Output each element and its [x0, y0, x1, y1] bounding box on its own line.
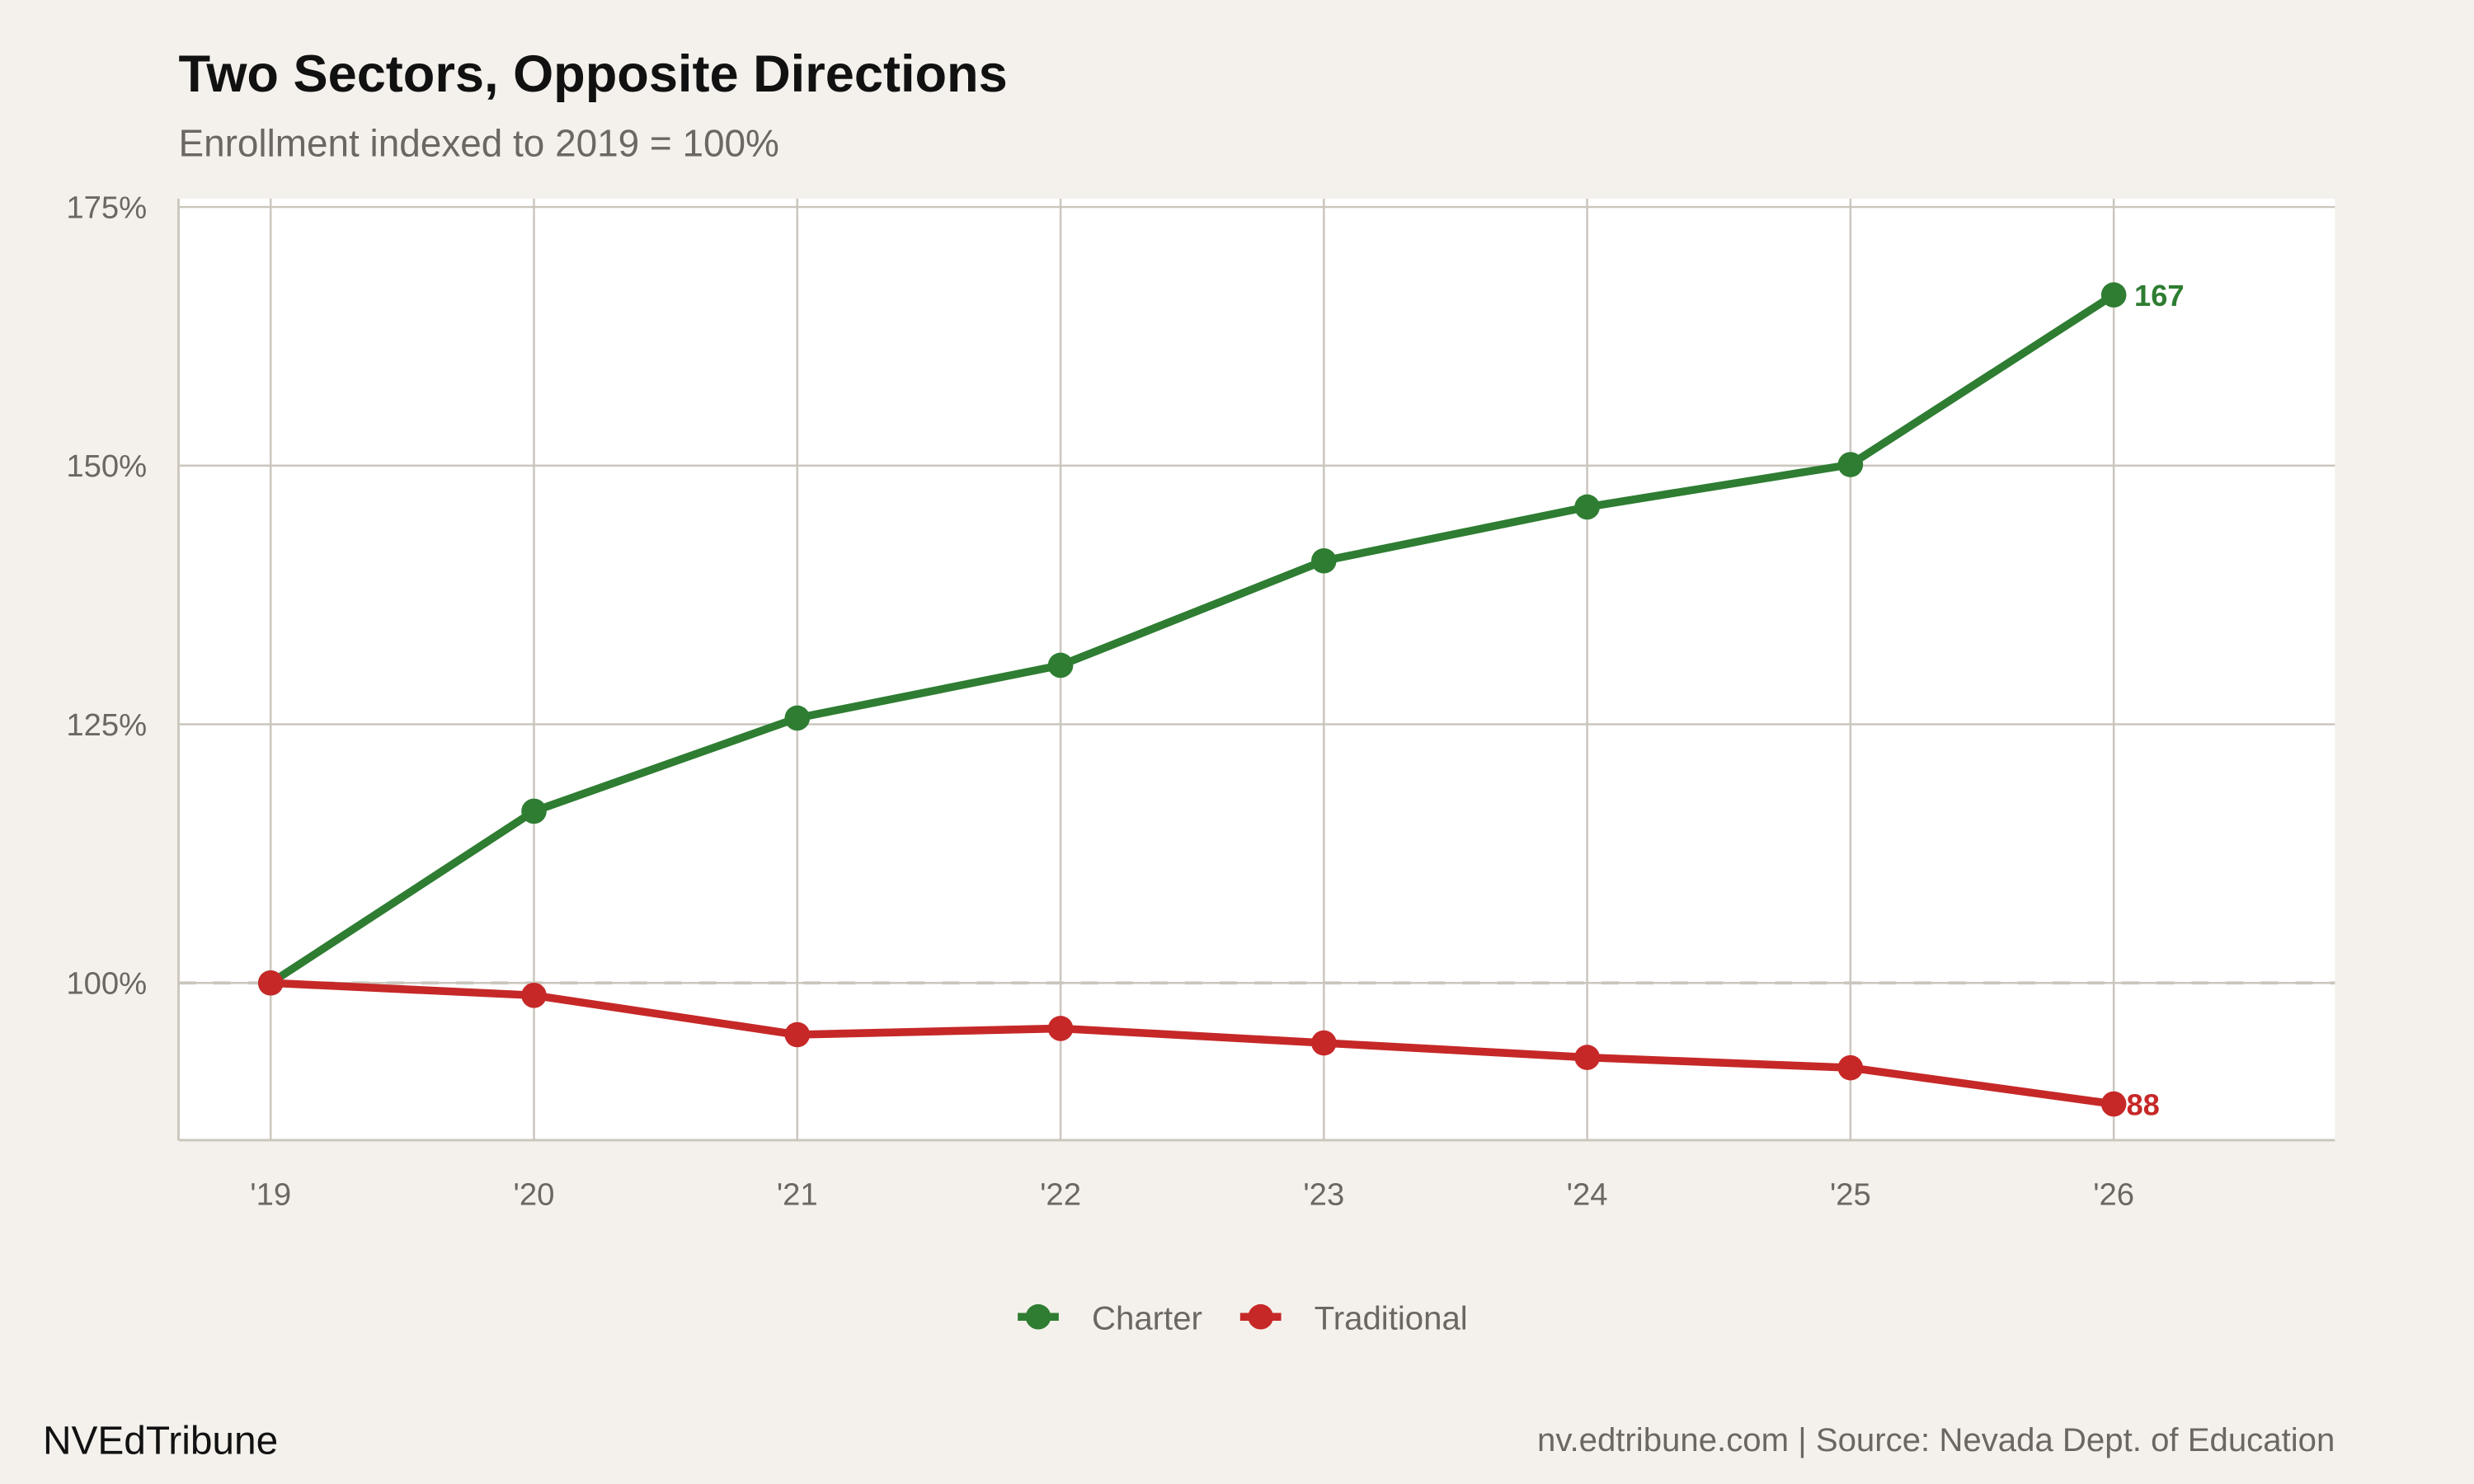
x-tick-label: '24 [1567, 1176, 1608, 1212]
x-axis: '19 '20 '21 '22 '23 '24 '25 '26 [178, 1139, 2335, 1212]
legend-marker [1025, 1303, 1051, 1330]
charter-point [1837, 452, 1864, 477]
traditional-point [1311, 1030, 1337, 1056]
legend-item-traditional: Traditional [1239, 1300, 1468, 1337]
charter-end-label: 167 [2134, 279, 2185, 312]
charter-point [1047, 652, 1074, 679]
traditional-point [1837, 1054, 1864, 1081]
traditional-point [521, 983, 547, 1008]
legend-item-charter: Charter [1018, 1300, 1202, 1337]
x-tick-label: '26 [2093, 1176, 2134, 1212]
traditional-line [270, 979, 2114, 1108]
y-tick-label: 150% [66, 448, 147, 484]
legend-label: Charter [1092, 1300, 1202, 1337]
x-tick-label: '22 [1040, 1176, 1081, 1212]
charter-point [2100, 282, 2127, 308]
x-tick-label: '19 [250, 1176, 291, 1212]
series-layer: 167 88 [257, 279, 2185, 1121]
x-tick-label: '23 [1303, 1176, 1344, 1212]
traditional-point [784, 1021, 811, 1048]
traditional-point [2100, 1091, 2127, 1117]
charter-point [1311, 547, 1337, 574]
y-tick-label: 125% [66, 707, 147, 743]
traditional-point [1047, 1016, 1074, 1041]
plot-area [178, 199, 2335, 1140]
traditional-end-label: 88 [2126, 1087, 2159, 1121]
charter-point [784, 705, 811, 731]
y-tick-label: 100% [66, 966, 147, 1002]
gridlines [178, 199, 2335, 1140]
traditional-point [257, 970, 284, 996]
series-traditional: 88 [257, 970, 2160, 1121]
chart-title: Two Sectors, Opposite Directions [178, 45, 1007, 103]
traditional-point [1574, 1045, 1600, 1070]
charter-line [268, 291, 2116, 987]
brand-logo-text: NVEdTribune [43, 1420, 278, 1463]
charter-point [1574, 494, 1600, 520]
x-tick-label: '20 [514, 1176, 555, 1212]
source-caption: nv.edtribune.com | Source: Nevada Dept. … [1537, 1421, 2335, 1458]
legend: Charter Traditional [1018, 1300, 1468, 1337]
legend-label: Traditional [1315, 1300, 1468, 1337]
legend-marker [1248, 1303, 1274, 1330]
charter-point [521, 798, 547, 824]
y-axis: 100% 125% 150% 175% [66, 190, 180, 1140]
x-tick-label: '21 [777, 1176, 818, 1212]
y-tick-label: 175% [66, 190, 147, 225]
x-tick-label: '25 [1830, 1176, 1871, 1212]
chart-subtitle: Enrollment indexed to 2019 = 100% [178, 121, 778, 164]
